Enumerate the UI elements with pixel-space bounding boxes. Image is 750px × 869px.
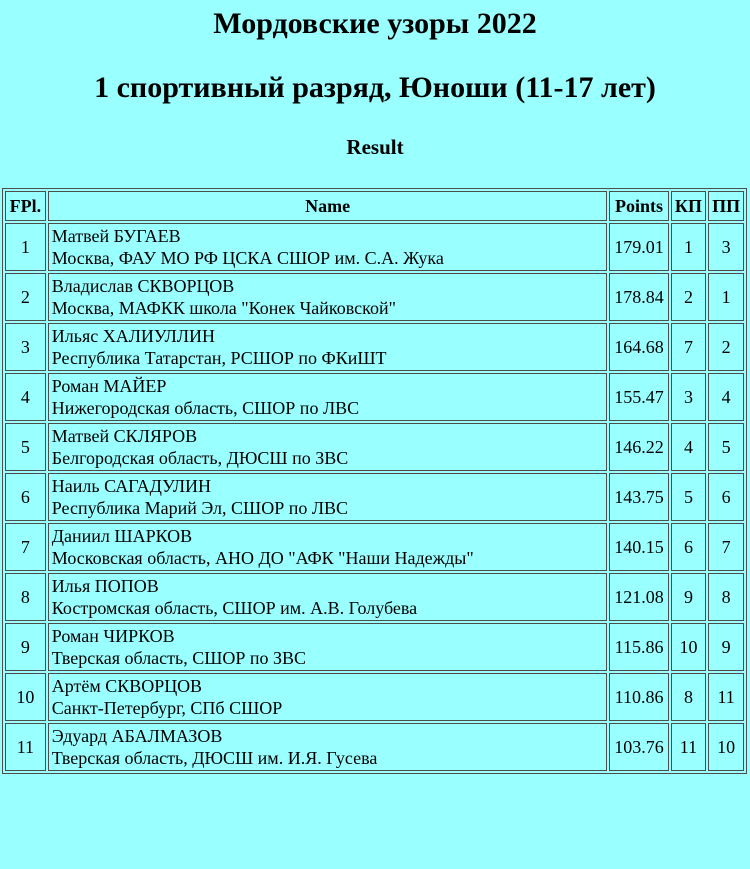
skater-name: Эдуард АБАЛМАЗОВ (51, 726, 223, 746)
result-row: 10 Артём СКВОРЦОВ Санкт-Петербург, СПб С… (5, 673, 744, 721)
skater-affiliation: Тверская область, ДЮСШ им. И.Я. Гусева (51, 748, 378, 768)
column-header-name: Name (47, 191, 608, 221)
skater-name: Роман ЧИРКОВ (51, 626, 175, 646)
skater-affiliation: Москва, МАФКК школа "Конек Чайковской" (51, 298, 396, 318)
points-cell: 143.75 (609, 473, 669, 521)
pp-cell: 5 (708, 423, 744, 471)
rank-cell: 5 (5, 423, 46, 471)
kp-cell: 10 (670, 623, 707, 671)
points-cell: 164.68 (609, 323, 669, 371)
result-row: 6 Наиль САГАДУЛИН Республика Марий Эл, С… (5, 473, 744, 521)
rank-cell: 4 (5, 373, 46, 421)
pp-cell: 4 (708, 373, 744, 421)
name-cell: Наиль САГАДУЛИН Республика Марий Эл, СШО… (47, 473, 608, 521)
points-cell: 179.01 (609, 223, 669, 271)
name-cell: Роман ЧИРКОВ Тверская область, СШОР по З… (47, 623, 608, 671)
name-cell: Матвей БУГАЕВ Москва, ФАУ МО РФ ЦСКА СШО… (47, 223, 608, 271)
result-row: 8 Илья ПОПОВ Костромская область, СШОР и… (5, 573, 744, 621)
skater-affiliation: Республика Марий Эл, СШОР по ЛВС (51, 498, 349, 518)
result-row: 3 Ильяс ХАЛИУЛЛИН Республика Татарстан, … (5, 323, 744, 371)
kp-cell: 5 (670, 473, 707, 521)
skater-name: Даниил ШАРКОВ (51, 526, 193, 546)
results-page: Мордовские узоры 2022 1 спортивный разря… (2, 7, 747, 774)
rank-cell: 11 (5, 723, 46, 771)
pp-cell: 8 (708, 573, 744, 621)
rank-cell: 1 (5, 223, 46, 271)
result-row: 2 Владислав СКВОРЦОВ Москва, МАФКК школа… (5, 273, 744, 321)
pp-cell: 2 (708, 323, 744, 371)
kp-cell: 7 (670, 323, 707, 371)
points-cell: 140.15 (609, 523, 669, 571)
column-header-points: Points (609, 191, 669, 221)
name-cell: Владислав СКВОРЦОВ Москва, МАФКК школа "… (47, 273, 608, 321)
pp-cell: 11 (708, 673, 744, 721)
name-cell: Даниил ШАРКОВ Московская область, АНО ДО… (47, 523, 608, 571)
rank-cell: 3 (5, 323, 46, 371)
points-cell: 115.86 (609, 623, 669, 671)
skater-affiliation: Республика Татарстан, РСШОР по ФКиШТ (51, 348, 387, 368)
result-row: 5 Матвей СКЛЯРОВ Белгородская область, Д… (5, 423, 744, 471)
skater-affiliation: Тверская область, СШОР по ЗВС (51, 648, 307, 668)
category-subtitle: 1 спортивный разряд, Юноши (11-17 лет) (94, 71, 656, 104)
skater-affiliation: Нижегородская область, СШОР по ЛВС (51, 398, 360, 418)
column-header-pp: ПП (708, 191, 744, 221)
skater-affiliation: Санкт-Петербург, СПб СШОР (51, 698, 283, 718)
result-row: 9 Роман ЧИРКОВ Тверская область, СШОР по… (5, 623, 744, 671)
name-cell: Илья ПОПОВ Костромская область, СШОР им.… (47, 573, 608, 621)
result-row: 11 Эдуард АБАЛМАЗОВ Тверская область, ДЮ… (5, 723, 744, 771)
results-table: FPl. Name Points КП ПП 1 Матвей БУГАЕВ М… (2, 188, 747, 774)
skater-name: Артём СКВОРЦОВ (51, 676, 203, 696)
kp-cell: 6 (670, 523, 707, 571)
points-cell: 103.76 (609, 723, 669, 771)
skater-name: Наиль САГАДУЛИН (51, 476, 212, 496)
kp-cell: 11 (670, 723, 707, 771)
skater-affiliation: Белгородская область, ДЮСШ по ЗВС (51, 448, 349, 468)
kp-cell: 3 (670, 373, 707, 421)
skater-affiliation: Москва, ФАУ МО РФ ЦСКА СШОР им. С.А. Жук… (51, 248, 444, 268)
points-cell: 155.47 (609, 373, 669, 421)
pp-cell: 10 (708, 723, 744, 771)
rank-cell: 2 (5, 273, 46, 321)
skater-affiliation: Московская область, АНО ДО "АФК "Наши На… (51, 548, 474, 568)
kp-cell: 8 (670, 673, 707, 721)
name-cell: Ильяс ХАЛИУЛЛИН Республика Татарстан, РС… (47, 323, 608, 371)
pp-cell: 9 (708, 623, 744, 671)
result-row: 7 Даниил ШАРКОВ Московская область, АНО … (5, 523, 744, 571)
pp-cell: 7 (708, 523, 744, 571)
skater-name: Матвей СКЛЯРОВ (51, 426, 198, 446)
skater-name: Матвей БУГАЕВ (51, 226, 181, 246)
skater-name: Илья ПОПОВ (51, 576, 159, 596)
points-cell: 178.84 (609, 273, 669, 321)
name-cell: Роман МАЙЕР Нижегородская область, СШОР … (47, 373, 608, 421)
pp-cell: 1 (708, 273, 744, 321)
kp-cell: 1 (670, 223, 707, 271)
results-header-row: FPl. Name Points КП ПП (5, 191, 744, 221)
points-cell: 146.22 (609, 423, 669, 471)
name-cell: Эдуард АБАЛМАЗОВ Тверская область, ДЮСШ … (47, 723, 608, 771)
rank-cell: 6 (5, 473, 46, 521)
column-header-fpl: FPl. (5, 191, 46, 221)
skater-name: Ильяс ХАЛИУЛЛИН (51, 326, 216, 346)
skater-name: Роман МАЙЕР (51, 376, 167, 396)
points-cell: 110.86 (609, 673, 669, 721)
skater-affiliation: Костромская область, СШОР им. А.В. Голуб… (51, 598, 418, 618)
kp-cell: 9 (670, 573, 707, 621)
points-cell: 121.08 (609, 573, 669, 621)
competition-title: Мордовские узоры 2022 (213, 7, 537, 40)
result-row: 4 Роман МАЙЕР Нижегородская область, СШО… (5, 373, 744, 421)
name-cell: Матвей СКЛЯРОВ Белгородская область, ДЮС… (47, 423, 608, 471)
pp-cell: 6 (708, 473, 744, 521)
rank-cell: 8 (5, 573, 46, 621)
result-row: 1 Матвей БУГАЕВ Москва, ФАУ МО РФ ЦСКА С… (5, 223, 744, 271)
name-cell: Артём СКВОРЦОВ Санкт-Петербург, СПб СШОР (47, 673, 608, 721)
column-header-kp: КП (670, 191, 707, 221)
rank-cell: 10 (5, 673, 46, 721)
rank-cell: 7 (5, 523, 46, 571)
skater-name: Владислав СКВОРЦОВ (51, 276, 235, 296)
kp-cell: 4 (670, 423, 707, 471)
result-heading: Result (346, 135, 404, 159)
rank-cell: 9 (5, 623, 46, 671)
kp-cell: 2 (670, 273, 707, 321)
pp-cell: 3 (708, 223, 744, 271)
